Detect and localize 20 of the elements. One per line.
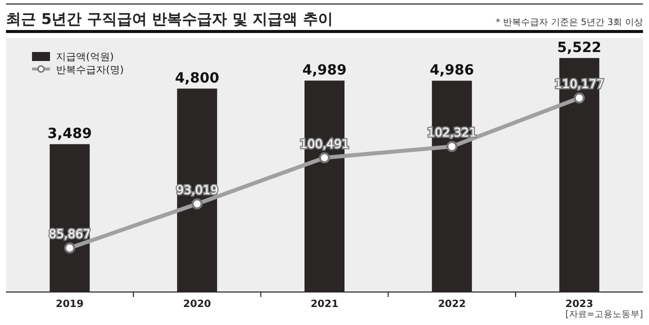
x-tick-label: 2023	[565, 299, 594, 310]
text: * 반복수급자 기준은 5년간 3회 이상	[496, 18, 643, 28]
data-label: 5,522	[557, 40, 602, 56]
point	[64, 242, 76, 254]
data-label: 3,489	[48, 126, 92, 142]
point	[574, 92, 585, 104]
x-tick-label: 2020	[183, 299, 212, 310]
point	[192, 198, 203, 210]
data-label: 4,800	[174, 70, 220, 87]
text: [자료=고용노동부]	[565, 310, 643, 320]
x-tick-label: 2019	[56, 299, 84, 310]
data-label: 4,989	[302, 62, 347, 79]
x-tick-label: 2022	[438, 299, 466, 310]
point	[319, 152, 330, 164]
data-label: 4,986	[430, 62, 474, 79]
legend-label: 지급액(억원)	[56, 52, 114, 63]
point	[446, 140, 458, 152]
chart-title: 최근 5년간 구직급여 반복수급자 및 지급액 추이	[6, 10, 333, 28]
x-tick-label: 2021	[310, 299, 338, 310]
legend-label: 반복수급자(명)	[56, 65, 124, 76]
